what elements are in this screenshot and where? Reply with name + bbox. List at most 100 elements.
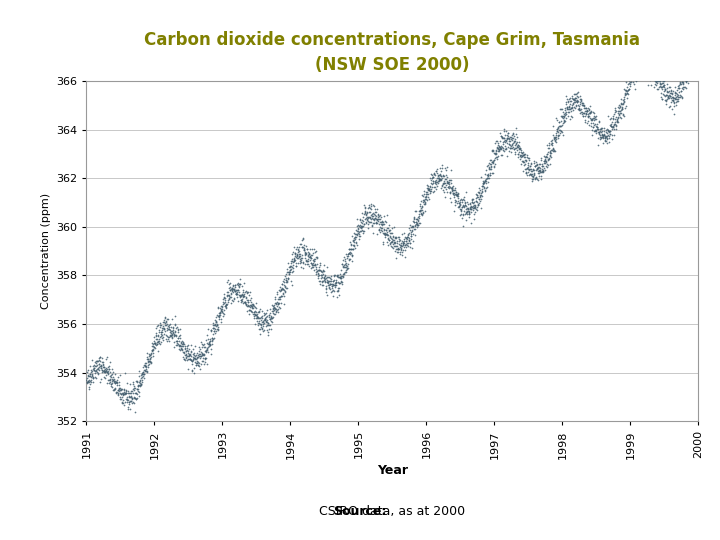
Point: [549, 133, 561, 142]
Point: [383, 221, 395, 230]
Point: [217, 302, 228, 310]
Point: [623, 85, 634, 94]
Point: [159, 326, 171, 335]
Point: [325, 277, 336, 286]
Point: [649, 68, 660, 77]
Point: [166, 332, 177, 341]
Point: [181, 350, 192, 359]
Point: [105, 373, 117, 381]
Point: [81, 378, 93, 387]
Point: [447, 181, 459, 190]
Point: [662, 94, 673, 103]
Point: [323, 276, 335, 285]
Point: [228, 285, 240, 294]
Point: [639, 59, 651, 68]
Point: [348, 235, 360, 244]
Point: [572, 105, 584, 114]
Point: [655, 83, 667, 91]
Point: [359, 207, 371, 216]
Point: [320, 274, 332, 282]
Point: [413, 213, 425, 222]
Point: [626, 75, 637, 84]
Point: [544, 148, 556, 157]
Point: [212, 325, 223, 333]
Point: [670, 88, 681, 97]
Point: [272, 305, 284, 313]
Point: [557, 111, 569, 120]
Point: [547, 144, 559, 153]
Point: [409, 222, 420, 231]
Point: [572, 92, 583, 101]
Point: [541, 141, 552, 150]
Point: [621, 89, 632, 98]
Point: [169, 331, 181, 340]
Point: [465, 205, 477, 213]
Point: [89, 363, 100, 372]
Point: [354, 232, 366, 240]
Point: [436, 164, 448, 172]
Point: [153, 330, 164, 339]
Point: [310, 267, 322, 276]
Point: [193, 347, 204, 355]
Point: [485, 163, 497, 171]
Point: [673, 93, 685, 102]
Point: [119, 400, 130, 409]
Point: [321, 275, 333, 284]
Point: [293, 253, 305, 261]
Point: [96, 357, 108, 366]
Point: [611, 116, 623, 125]
Point: [280, 276, 292, 285]
Point: [155, 329, 166, 338]
Point: [505, 130, 517, 139]
Point: [524, 162, 536, 171]
Point: [184, 355, 196, 363]
Point: [487, 157, 498, 166]
Point: [647, 68, 659, 76]
Point: [662, 93, 673, 102]
Point: [366, 221, 378, 230]
Point: [189, 354, 201, 362]
Point: [196, 348, 207, 356]
Point: [257, 322, 269, 330]
Point: [685, 56, 697, 65]
Point: [318, 267, 330, 275]
Point: [240, 293, 252, 302]
Point: [484, 156, 495, 164]
Point: [528, 166, 539, 175]
Point: [660, 96, 671, 104]
Point: [92, 363, 104, 372]
Point: [589, 126, 600, 135]
Point: [245, 298, 256, 307]
Point: [200, 348, 212, 356]
Point: [531, 160, 543, 168]
Point: [239, 299, 251, 307]
Point: [211, 313, 222, 322]
Point: [201, 343, 212, 352]
Point: [161, 326, 173, 334]
Point: [690, 40, 702, 49]
Point: [630, 68, 642, 76]
Point: [324, 280, 336, 288]
Point: [287, 257, 298, 266]
Point: [417, 209, 428, 218]
Point: [429, 178, 441, 187]
Point: [247, 300, 258, 309]
Point: [102, 369, 113, 378]
Point: [438, 177, 449, 185]
Point: [395, 241, 407, 249]
Point: [251, 310, 263, 319]
Point: [675, 92, 687, 100]
Point: [207, 323, 219, 332]
Point: [431, 176, 442, 185]
Point: [194, 365, 205, 374]
Point: [662, 91, 674, 100]
Point: [354, 215, 365, 224]
Point: [379, 217, 390, 226]
Point: [356, 223, 368, 232]
Point: [321, 291, 333, 299]
Point: [599, 137, 611, 145]
Point: [111, 388, 122, 396]
Point: [488, 156, 500, 164]
Point: [381, 224, 392, 232]
Point: [373, 224, 384, 233]
